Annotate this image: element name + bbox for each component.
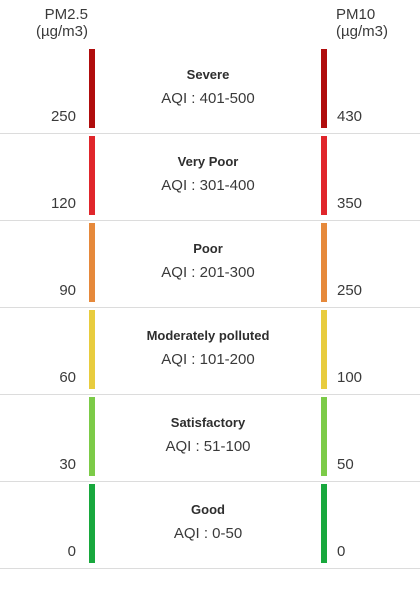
category-name: Moderately polluted [146,328,270,343]
category-name: Very Poor [177,154,239,169]
pm10-header: PM10 (µg/m3) [336,6,416,40]
category-info: Very Poor AQI : 301-400 [98,154,318,195]
pm25-threshold: 60 [59,369,76,386]
pm10-color-bar [321,310,327,389]
pm10-threshold: 50 [337,456,354,473]
pm10-threshold: 430 [337,108,363,125]
aqi-row-very-poor: 120 Very Poor AQI : 301-400 350 [0,134,420,221]
pm10-color-bar [321,484,327,563]
pm25-threshold: 90 [59,282,76,299]
category-name: Good [191,502,225,517]
pm10-color-bar [321,397,327,476]
category-name: Poor [193,241,223,256]
aqi-row-good: 0 Good AQI : 0-50 0 [0,482,420,569]
category-aqi-range: AQI : 201-300 [161,264,255,281]
pm25-color-bar [89,484,95,563]
category-aqi-range: AQI : 0-50 [173,525,243,542]
pm10-color-bar [321,136,327,215]
aqi-row-satisfactory: 30 Satisfactory AQI : 51-100 50 [0,395,420,482]
pm10-threshold: 100 [337,369,363,386]
pm25-color-bar [89,397,95,476]
category-aqi-range: AQI : 301-400 [161,177,255,194]
pm10-header-unit: (µg/m3) [336,23,388,40]
pm25-threshold: 30 [59,456,76,473]
aqi-row-poor: 90 Poor AQI : 201-300 250 [0,221,420,308]
category-name: Severe [186,67,230,82]
pm10-color-bar [321,49,327,128]
aqi-category-list: 250 Severe AQI : 401-500 430 120 Very Po… [0,47,420,569]
legend-header: PM2.5 (µg/m3) PM10 (µg/m3) [0,6,420,46]
aqi-row-moderately-polluted: 60 Moderately polluted AQI : 101-200 100 [0,308,420,395]
pm10-threshold: 350 [337,195,363,212]
pm10-threshold: 0 [337,543,346,560]
pm25-color-bar [89,136,95,215]
category-info: Moderately polluted AQI : 101-200 [98,328,318,369]
pm25-threshold: 250 [50,108,76,125]
pm10-header-label: PM10 [336,6,376,23]
category-aqi-range: AQI : 51-100 [165,438,251,455]
category-aqi-range: AQI : 401-500 [161,90,255,107]
category-name: Satisfactory [170,415,246,430]
category-info: Severe AQI : 401-500 [98,67,318,108]
aqi-row-severe: 250 Severe AQI : 401-500 430 [0,47,420,134]
category-info: Satisfactory AQI : 51-100 [98,415,318,456]
pm25-color-bar [89,223,95,302]
pm25-header: PM2.5 (µg/m3) [16,6,88,40]
category-info: Poor AQI : 201-300 [98,241,318,282]
pm25-threshold: 120 [50,195,76,212]
pm10-threshold: 250 [337,282,363,299]
category-info: Good AQI : 0-50 [98,502,318,543]
category-aqi-range: AQI : 101-200 [161,351,255,368]
pm25-threshold: 0 [67,543,76,560]
pm25-header-label: PM2.5 [44,6,88,23]
pm10-color-bar [321,223,327,302]
pm25-color-bar [89,49,95,128]
pm25-color-bar [89,310,95,389]
pm25-header-unit: (µg/m3) [36,23,88,40]
